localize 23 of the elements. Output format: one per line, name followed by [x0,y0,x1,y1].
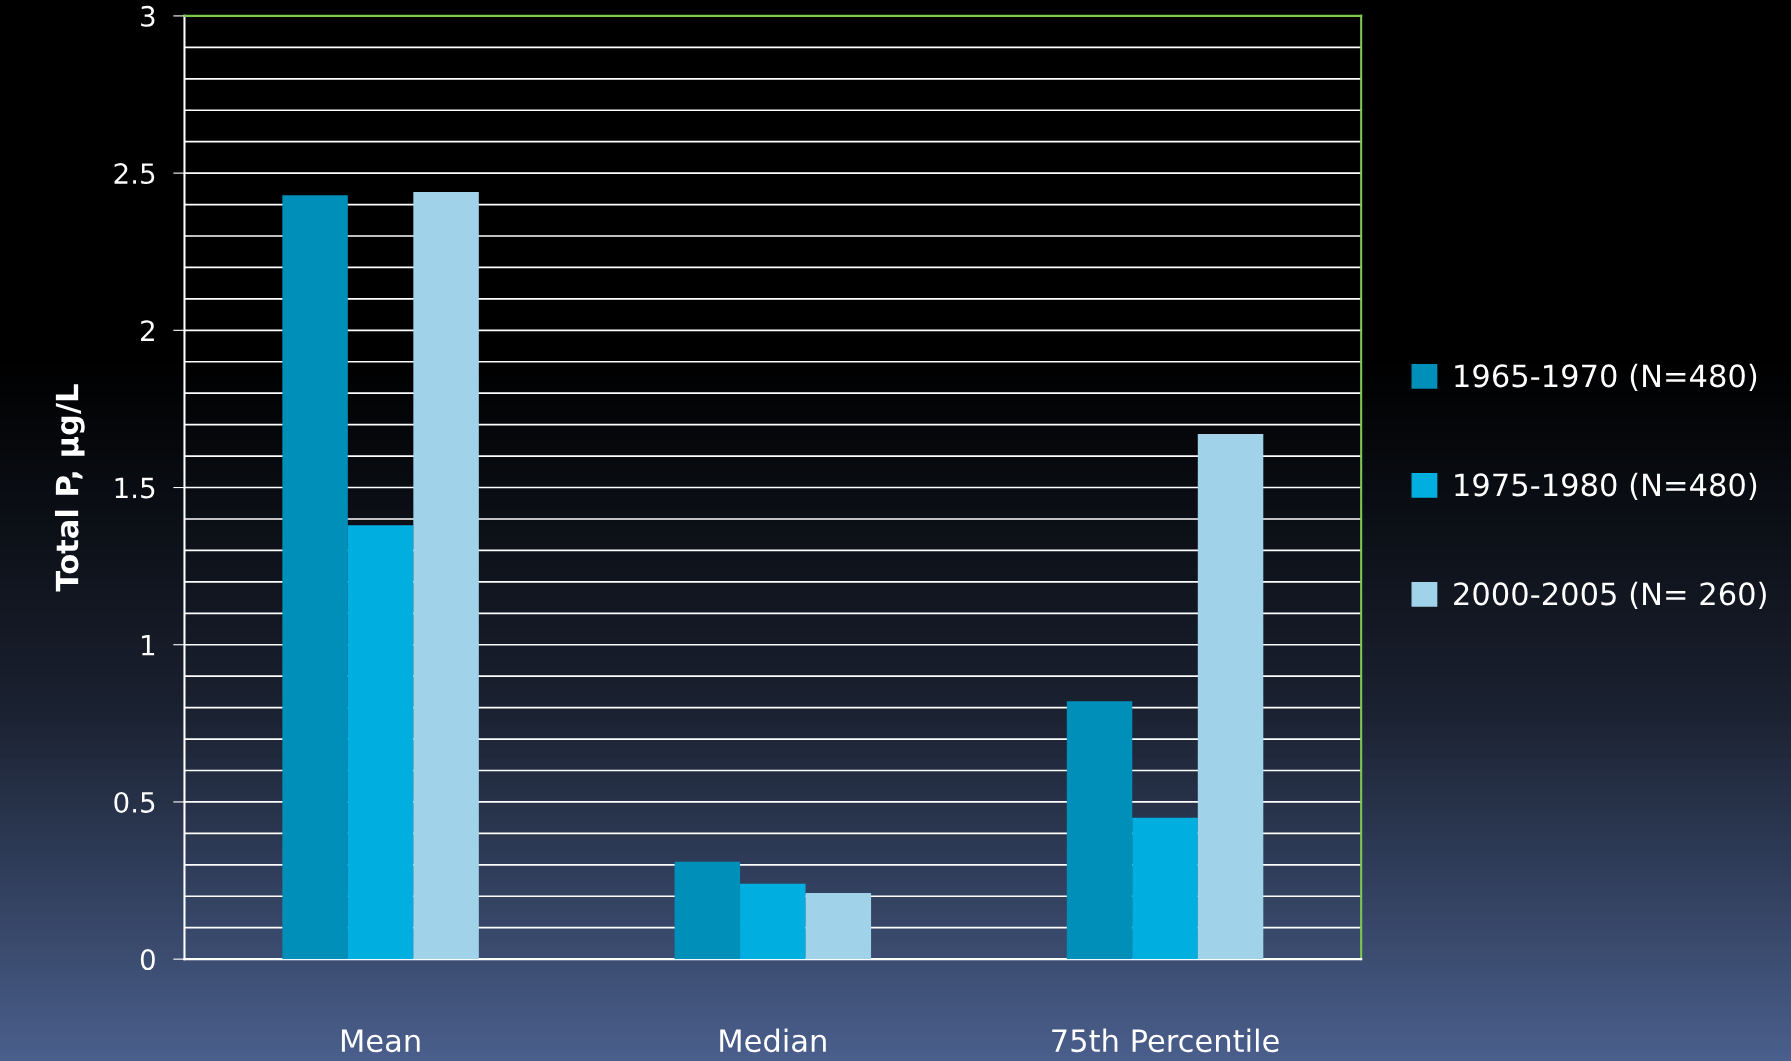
legend-label: 2000-2005 (N= 260) [1454,581,1766,610]
y-tick-label: 2.5 [114,163,155,185]
bar [347,525,414,960]
y-tick-label: 3 [141,5,155,27]
y-tick-label: 2 [141,320,154,341]
bar [282,195,348,960]
bar [1197,434,1264,960]
bar [740,883,806,960]
bar [413,191,479,960]
legend-label: 1975-1980 (N=480) [1455,472,1757,500]
y-axis-title: Total P, µg/L [54,384,85,592]
x-tick-label: 75th Percentile [1052,1028,1279,1053]
x-tick-label: Median [720,1028,826,1053]
y-tick-label: 1.5 [115,477,155,499]
bar [805,893,872,960]
x-tick-label: Mean [341,1029,420,1053]
legend-label: 1965-1970 (N=480) [1455,363,1757,391]
y-tick-label: 0.5 [114,791,155,813]
bar [674,861,741,960]
bar [1066,701,1133,960]
bar [1132,817,1198,960]
y-tick-label: 1 [142,635,155,656]
y-tick-label: 0 [140,949,155,971]
